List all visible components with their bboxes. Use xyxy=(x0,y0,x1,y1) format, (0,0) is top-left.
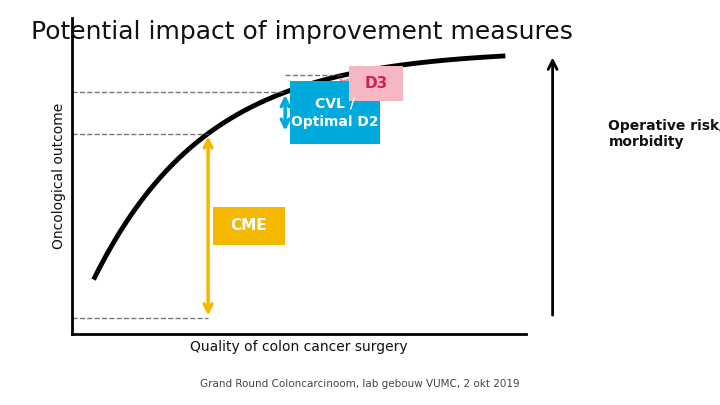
Text: CVL /
Optimal D2: CVL / Optimal D2 xyxy=(292,97,379,129)
Text: Potential impact of improvement measures: Potential impact of improvement measures xyxy=(32,20,573,44)
X-axis label: Quality of colon cancer surgery: Quality of colon cancer surgery xyxy=(190,340,408,354)
Text: CME: CME xyxy=(230,218,267,233)
Text: Operative risk/
morbidity: Operative risk/ morbidity xyxy=(608,119,720,149)
FancyBboxPatch shape xyxy=(289,81,380,145)
FancyBboxPatch shape xyxy=(348,66,403,101)
Text: D3: D3 xyxy=(364,76,387,91)
Y-axis label: Oncological outcome: Oncological outcome xyxy=(53,103,66,249)
FancyBboxPatch shape xyxy=(212,207,285,245)
Text: Grand Round Coloncarcinoom, lab gebouw VUMC, 2 okt 2019: Grand Round Coloncarcinoom, lab gebouw V… xyxy=(200,379,520,389)
